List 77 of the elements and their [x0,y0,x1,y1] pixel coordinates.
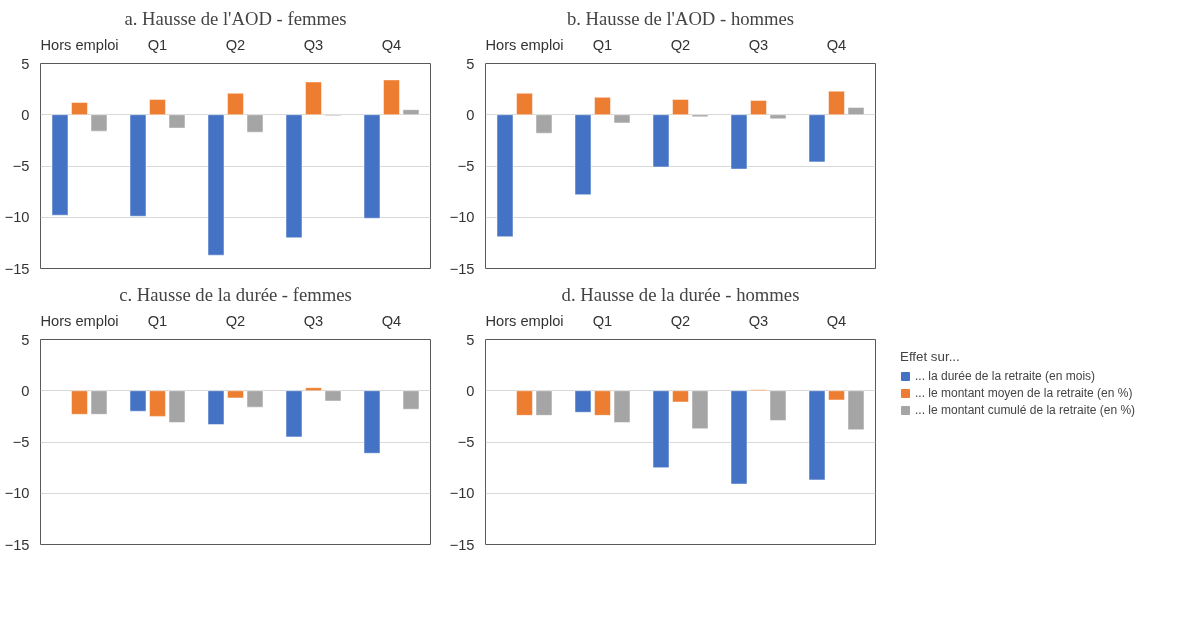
x-tick-label: Q1 [592,312,613,329]
bar [828,90,845,115]
y-tick-label: −5 [457,158,475,174]
bar [227,92,244,115]
x-tick-label: Q4 [826,36,847,53]
legend-label: ... la durée de la retraite (en mois) [915,369,1096,384]
y-tick-label: −10 [4,485,30,502]
bar [808,114,826,163]
legend-label: ... le montant moyen de la retraite (en %) [915,386,1133,401]
x-tick-label: Hors emploi [485,312,564,329]
bar [847,107,865,115]
x-tick-label: Q4 [381,36,402,53]
x-tick-label: Q2 [225,36,246,53]
y-tick-label: 5 [21,55,30,72]
legend-title: Effet sur... [900,349,961,365]
y-tick-label: −15 [4,260,30,277]
x-tick-label: Hors emploi [40,312,119,329]
chart-title: c. Hausse de la durée - femmes [119,283,352,305]
bar [363,114,381,219]
chart-title: a. Hausse de l'AOD - femmes [124,7,347,29]
y-tick-label: 5 [466,55,475,72]
y-tick-label: −5 [12,158,30,174]
y-tick-label: 0 [21,382,30,399]
y-tick-label: −5 [12,434,30,450]
chart-title: b. Hausse de l'AOD - hommes [566,7,795,29]
bar [305,81,322,115]
y-tick-label: 0 [21,106,30,123]
x-tick-label: Q2 [225,312,246,329]
x-tick-label: Q4 [381,312,402,329]
y-tick-label: −5 [457,434,475,450]
bar [574,114,592,195]
bar [71,102,88,115]
bar [129,114,147,217]
y-tick-label: 0 [466,106,475,123]
y-tick-label: 5 [466,331,475,348]
bar [535,114,553,134]
y-tick-label: −10 [449,209,475,226]
bar [672,99,689,115]
bar [496,114,514,237]
x-tick-label: Q2 [670,36,691,53]
bar [207,114,225,256]
bar [594,97,611,115]
bar [149,99,166,115]
x-tick-label: Q2 [670,312,691,329]
bar [51,114,69,216]
y-tick-label: −15 [449,536,475,553]
y-tick-label: −15 [449,260,475,277]
bar [402,109,420,115]
bar [769,114,787,120]
bar [652,114,670,168]
bar [246,114,264,133]
x-tick-label: Q4 [826,312,847,329]
y-tick-label: −15 [4,536,30,553]
bar [691,114,709,118]
bar [750,100,767,115]
bar [516,92,533,115]
bar [383,79,400,115]
y-tick-label: −10 [449,485,475,502]
chart-title: d. Hausse de la durée - hommes [561,283,800,305]
y-tick-label: 0 [466,382,475,399]
x-tick-label: Hors emploi [40,36,119,53]
bar [168,114,186,129]
x-tick-label: Q1 [147,36,168,53]
x-tick-label: Q3 [303,312,324,329]
y-tick-label: −10 [4,209,30,226]
y-tick-label: 5 [21,331,30,348]
x-tick-label: Hors emploi [485,36,564,53]
bar [613,114,631,124]
legend-label: ... le montant cumulé de la retraite (en %) [915,403,1136,418]
x-tick-label: Q3 [748,312,769,329]
bar [90,114,108,132]
x-tick-label: Q3 [303,36,324,53]
x-tick-label: Q1 [147,312,168,329]
bar [285,114,303,238]
x-tick-label: Q3 [748,36,769,53]
bar [730,114,748,170]
x-tick-label: Q1 [592,36,613,53]
